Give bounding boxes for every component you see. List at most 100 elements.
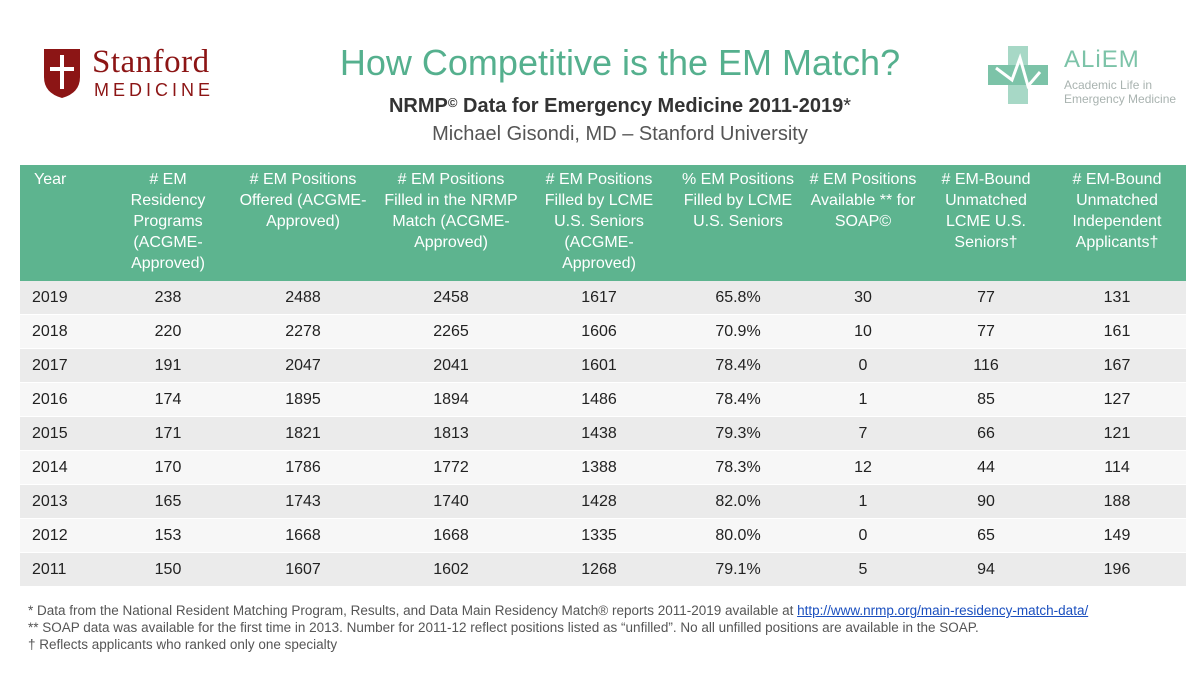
table-cell: 1617 [524, 281, 674, 315]
table-cell: 238 [108, 281, 228, 315]
table-cell: 1601 [524, 348, 674, 383]
table-cell: 78.3% [674, 450, 802, 485]
table-cell: 80.0% [674, 518, 802, 553]
table-row: 2015 171 1821 1813 1438 79.3% 7 66 121 [20, 416, 1186, 451]
stanford-sub: MEDICINE [94, 80, 215, 100]
year-cell: 2016 [20, 382, 108, 417]
table-cell: 12 [802, 450, 924, 485]
table-cell: 90 [924, 484, 1048, 519]
column-header: # EM Positions Available ** for SOAP© [802, 165, 924, 281]
aliem-logo: ALiEM Academic Life in Emergency Medicin… [988, 44, 1188, 106]
table-cell: 174 [108, 382, 228, 417]
table-cell: 1772 [378, 450, 524, 485]
year-cell: 2011 [20, 552, 108, 587]
table-cell: 161 [1048, 314, 1186, 349]
column-header: # EM Positions Filled in the NRMP Match … [378, 165, 524, 281]
table-row: 2014 170 1786 1772 1388 78.3% 12 44 114 [20, 450, 1186, 485]
footnote-2: ** SOAP data was available for the first… [28, 620, 979, 635]
subtitle-copyright: © [447, 95, 458, 110]
table-cell: 5 [802, 552, 924, 587]
table-cell: 1486 [524, 382, 674, 417]
table-cell: 77 [924, 281, 1048, 315]
table-cell: 165 [108, 484, 228, 519]
table-cell: 1786 [228, 450, 378, 485]
year-cell: 2017 [20, 348, 108, 383]
table-cell: 1 [802, 382, 924, 417]
table-cell: 1894 [378, 382, 524, 417]
aliem-sub: Academic Life in Emergency Medicine [1064, 78, 1177, 106]
table-cell: 44 [924, 450, 1048, 485]
table-cell: 153 [108, 518, 228, 553]
table-cell: 1268 [524, 552, 674, 587]
table-cell: 79.1% [674, 552, 802, 587]
aliem-cross-icon [988, 46, 1048, 104]
table-cell: 1 [802, 484, 924, 519]
subtitle-rest: Data for Emergency Medicine 2011-2019 [457, 95, 844, 117]
table-cell: 1821 [228, 416, 378, 451]
table-cell: 171 [108, 416, 228, 451]
table-cell: 79.3% [674, 416, 802, 451]
subtitle-star: * [843, 95, 852, 117]
stanford-brand: Stanford [92, 44, 210, 80]
table-cell: 78.4% [674, 348, 802, 383]
table-row: 2016 174 1895 1894 1486 78.4% 1 85 127 [20, 382, 1186, 417]
footnote-1-text: * Data from the National Resident Matchi… [28, 603, 798, 618]
table-cell: 196 [1048, 552, 1186, 587]
stanford-medicine-logo: Stanford MEDICINE [40, 44, 240, 104]
table-cell: 1740 [378, 484, 524, 519]
table-cell: 1607 [228, 552, 378, 587]
table-cell: 65.8% [674, 281, 802, 315]
table-cell: 167 [1048, 348, 1186, 383]
table-row: 2018 220 2278 2265 1606 70.9% 10 77 161 [20, 314, 1186, 349]
table-cell: 0 [802, 518, 924, 553]
page-title: How Competitive is the EM Match? [339, 42, 901, 83]
table-cell: 30 [802, 281, 924, 315]
table-cell: 116 [924, 348, 1048, 383]
table-cell: 220 [108, 314, 228, 349]
table-cell: 7 [802, 416, 924, 451]
aliem-name: ALiEM [1064, 46, 1140, 73]
table-cell: 82.0% [674, 484, 802, 519]
table-cell: 1668 [228, 518, 378, 553]
column-header: # EM-Bound Unmatched LCME U.S. Seniors† [924, 165, 1048, 281]
table-cell: 1428 [524, 484, 674, 519]
nrmp-link[interactable]: http://www.nrmp.org/main-residency-match… [797, 603, 1089, 618]
table-cell: 0 [802, 348, 924, 383]
table-row: 2011 150 1607 1602 1268 79.1% 5 94 196 [20, 552, 1186, 587]
table-cell: 2041 [378, 348, 524, 383]
table-cell: 85 [924, 382, 1048, 417]
table-cell: 10 [802, 314, 924, 349]
year-cell: 2014 [20, 450, 108, 485]
subtitle: NRMP© Data for Emergency Medicine 2011-2… [0, 95, 1200, 118]
author: Michael Gisondi, MD – Stanford Universit… [432, 123, 808, 145]
table-cell: 2278 [228, 314, 378, 349]
table-cell: 149 [1048, 518, 1186, 553]
column-header: # EM Positions Filled by LCME U.S. Senio… [524, 165, 674, 281]
column-header: # EM Residency Programs (ACGME-Approved) [108, 165, 228, 281]
match-data-table: Year # EM Residency Programs (ACGME-Appro… [20, 165, 1186, 587]
table-row: 2013 165 1743 1740 1428 82.0% 1 90 188 [20, 484, 1186, 519]
table-cell: 2458 [378, 281, 524, 315]
table-cell: 66 [924, 416, 1048, 451]
table-cell: 77 [924, 314, 1048, 349]
table-cell: 131 [1048, 281, 1186, 315]
footnote-3: † Reflects applicants who ranked only on… [28, 637, 338, 652]
table-cell: 94 [924, 552, 1048, 587]
table-cell: 1606 [524, 314, 674, 349]
year-cell: 2015 [20, 416, 108, 451]
table-cell: 114 [1048, 450, 1186, 485]
table-cell: 127 [1048, 382, 1186, 417]
table-cell: 170 [108, 450, 228, 485]
table-cell: 65 [924, 518, 1048, 553]
table-cell: 1743 [228, 484, 378, 519]
table-row: 2012 153 1668 1668 1335 80.0% 0 65 149 [20, 518, 1186, 553]
table-cell: 188 [1048, 484, 1186, 519]
table-cell: 2265 [378, 314, 524, 349]
table-cell: 2488 [228, 281, 378, 315]
table-cell: 78.4% [674, 382, 802, 417]
year-cell: 2013 [20, 484, 108, 519]
table-cell: 191 [108, 348, 228, 383]
year-cell: 2012 [20, 518, 108, 553]
column-header: # EM Positions Offered (ACGME-Approved) [228, 165, 378, 281]
year-cell: 2019 [20, 281, 108, 315]
